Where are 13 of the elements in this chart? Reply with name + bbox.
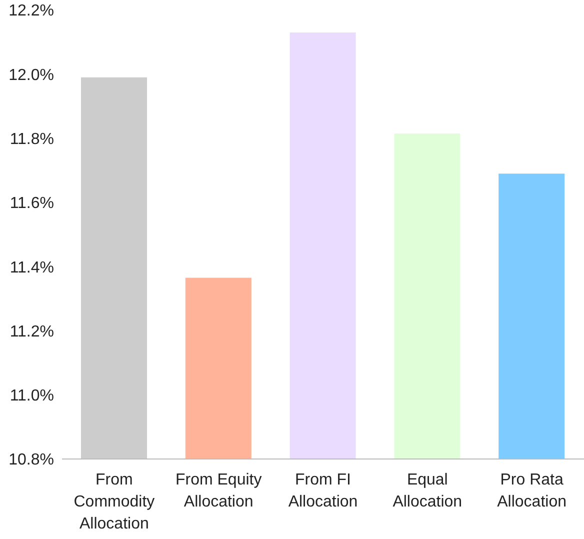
x-tick-label: From Commodity Allocation	[74, 471, 155, 532]
y-tick-label: 11.6%	[10, 195, 54, 212]
y-tick-label: 11.2%	[10, 323, 54, 340]
y-tick-label: 11.8%	[10, 130, 54, 148]
y-tick-label: 10.8%	[8, 452, 54, 469]
x-tick-label: From FI Allocation	[288, 471, 358, 510]
x-tick-label: Pro Rata Allocation	[497, 471, 566, 510]
x-tick-label: Equal Allocation	[392, 471, 462, 510]
y-tick-label: 11.4%	[10, 259, 54, 276]
y-tick-label: 11.0%	[10, 388, 54, 405]
x-tick-label: From Equity Allocation	[175, 471, 262, 510]
y-tick-label: 12.2%	[8, 2, 54, 20]
y-tick-label: 12.0%	[8, 66, 54, 84]
